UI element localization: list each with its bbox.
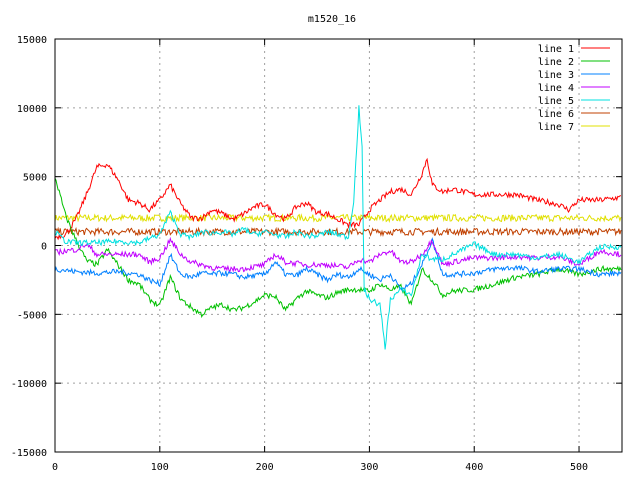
y-tick-label: 0 [41,242,47,253]
y-tick-label: 10000 [17,104,47,115]
x-tick-label: 100 [151,462,169,473]
x-tick-label: 200 [256,462,274,473]
x-tick-label: 300 [360,462,378,473]
chart-title: m1520_16 [308,14,356,25]
series-group [54,105,622,350]
axis-ticks: -15000 -10000 -5000 0 5000 10000 15000 0 100 200 3… [11,35,622,473]
legend-label: line 2 [538,57,574,68]
legend-label: line 6 [538,109,574,120]
y-tick-label: -5000 [17,310,47,321]
y-tick-label: 5000 [23,173,47,184]
legend-label: line 5 [538,96,574,107]
series-line-2 [54,177,622,319]
series-line-3 [54,236,622,291]
plot-border [54,38,623,453]
x-tick-label: 500 [570,462,588,473]
y-tick-label: -10000 [11,379,47,390]
series-line-6 [54,226,622,238]
series-line-1 [54,157,622,241]
series-line-7 [54,212,622,223]
y-tick-label: -15000 [11,448,47,459]
legend-label: line 4 [538,83,574,94]
legend: line 1 line 2 line 3 line 4 line 5 line 6 line… [538,44,610,133]
y-tick-label: 15000 [17,35,47,46]
grid [55,39,622,452]
legend-label: line 3 [538,70,574,81]
series-line-4 [54,236,622,273]
x-tick-label: 400 [465,462,483,473]
legend-label: line 1 [538,44,574,55]
legend-label: line 7 [538,122,574,133]
x-tick-label: 0 [52,462,58,473]
series-line-5 [54,105,622,350]
